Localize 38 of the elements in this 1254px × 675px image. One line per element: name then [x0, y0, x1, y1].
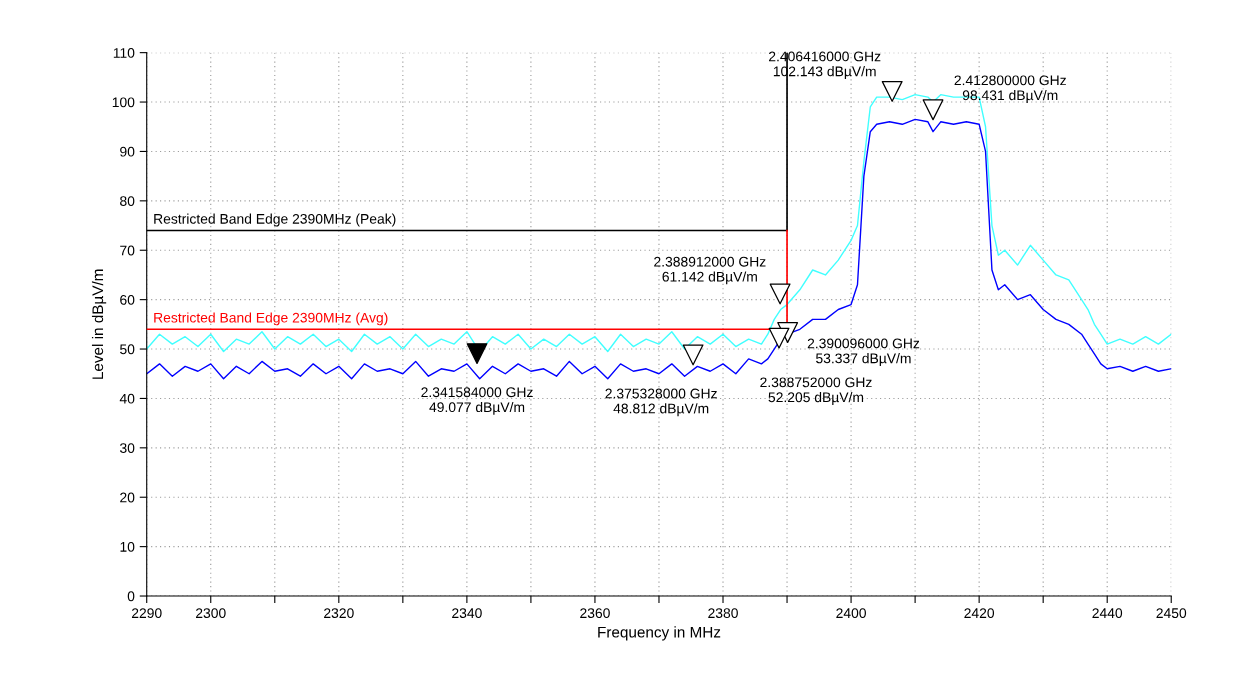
x-tick-label: 2420: [964, 608, 995, 619]
y-axis-title: Level in dBµV/m: [91, 269, 107, 379]
x-tick-label: 2450: [1156, 608, 1187, 619]
y-tick-label: 80: [120, 196, 135, 207]
y-tick-label: 70: [120, 245, 135, 256]
x-tick-label: 2380: [708, 608, 738, 619]
y-tick-label: 110: [113, 47, 135, 58]
annotation: 2.390096000 GHz 53.337 dBµV/m: [807, 338, 920, 367]
point: [682, 344, 704, 366]
y-tick-label: 50: [120, 344, 135, 355]
y-tick-label: 100: [112, 97, 135, 108]
x-tick-label: 2400: [836, 608, 866, 619]
point: [881, 81, 903, 102]
annotation: 2.388752000 GHz 52.205 dBµV/m: [760, 377, 872, 405]
point: [466, 343, 488, 365]
ref-line-label: Restricted Band Edge 2390MHz (Peak): [154, 213, 396, 227]
point: [768, 327, 790, 349]
x-tick-label: 2360: [580, 608, 610, 619]
y-tick-label: 60: [120, 294, 135, 305]
y-tick-label: 90: [120, 146, 135, 157]
annotation: 2.341584000 GHz 49.077 dBµV/m: [421, 387, 533, 415]
point: [922, 99, 944, 121]
y-tick-label: 20: [120, 492, 135, 503]
y-tick-label: 10: [120, 541, 135, 552]
x-axis-title: Frequency in MHz: [598, 626, 721, 641]
x-tick-label: 2320: [324, 608, 354, 619]
y-tick-label: 30: [119, 443, 135, 453]
y-tick-label: 40: [119, 393, 135, 404]
annotation: 2.412800000 GHz 98.431 dBµV/m: [954, 75, 1066, 103]
x-tick-label: 2300: [196, 608, 226, 619]
x-tick-label: 2440: [1092, 608, 1123, 619]
annotation: 2.388912000 GHz 61.142 dBµV/m: [654, 256, 766, 285]
y-tick-label: 0: [127, 591, 135, 602]
x-tick-label: 2340: [452, 608, 482, 619]
annotation: 2.375328000 GHz 48.812 dBµV/m: [605, 388, 717, 417]
x-tick-label: 2290: [131, 608, 162, 619]
ref-line-label: Restricted Band Edge 2390MHz (Avg): [154, 312, 388, 326]
point: [769, 283, 791, 305]
